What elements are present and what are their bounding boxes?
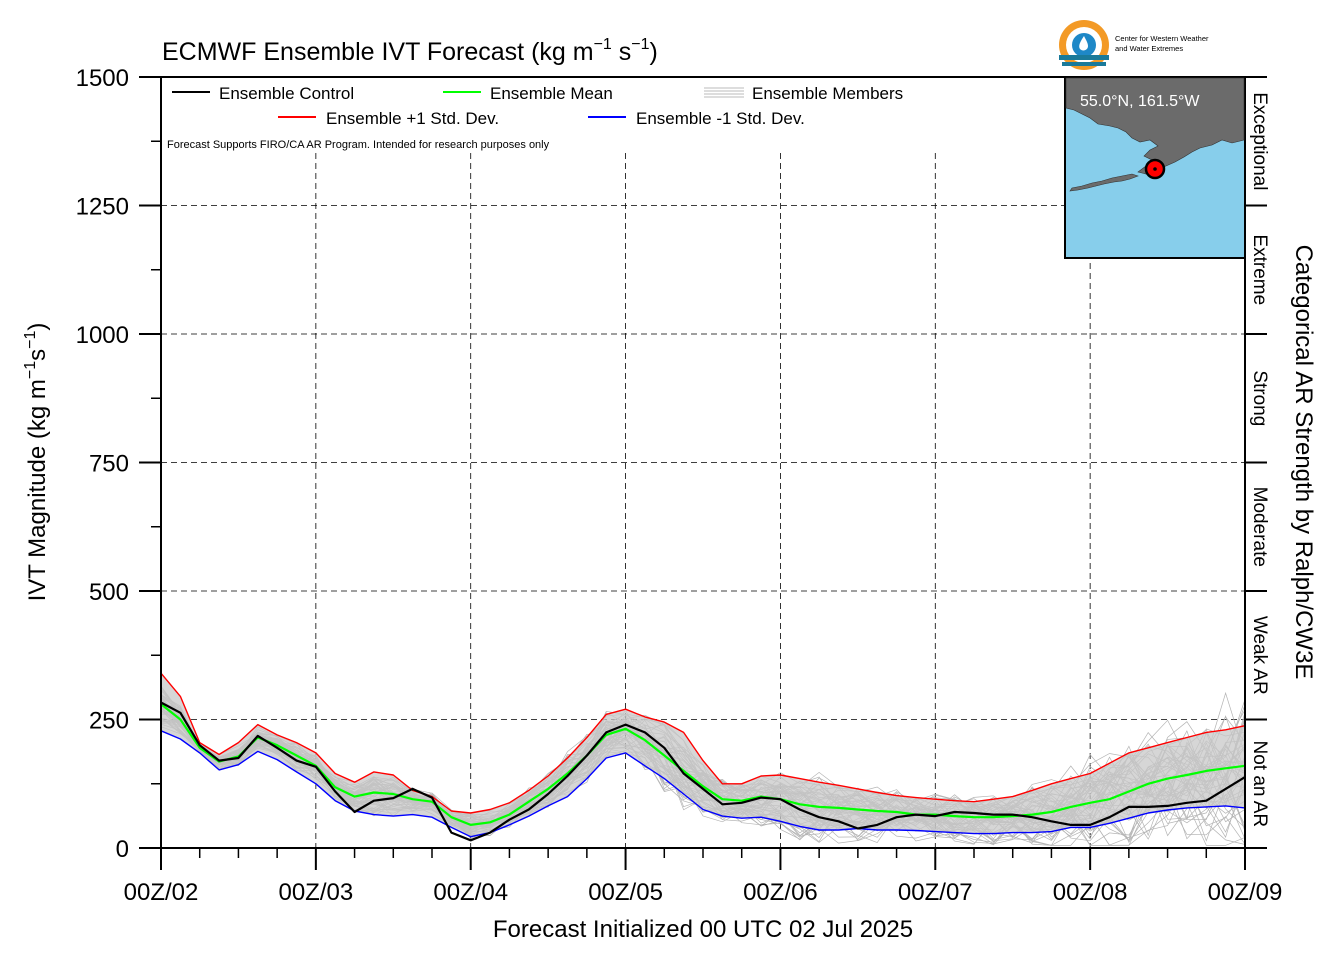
logo-line2: and Water Extremes xyxy=(1115,44,1183,53)
control-line xyxy=(160,701,1246,842)
y-tick-label: 250 xyxy=(89,708,129,735)
ylabel-end: ) xyxy=(24,323,51,331)
ylabel-mid: s xyxy=(24,349,51,361)
category-label: Moderate xyxy=(1249,487,1270,567)
logo-wave-icon xyxy=(1059,55,1109,60)
y-tick-label: 1250 xyxy=(76,194,129,221)
x-tick-label: 00Z/03 xyxy=(278,879,353,906)
inset-map: 55.0°N, 161.5°W xyxy=(1064,76,1246,259)
inset-aleutians xyxy=(1069,173,1139,192)
y-axis-label: IVT Magnitude (kg m−1s−1) xyxy=(22,323,51,602)
title-mid: s xyxy=(612,38,631,66)
mean-line xyxy=(160,703,1246,826)
y-tick-label: 1000 xyxy=(76,322,129,349)
title-sup1: −1 xyxy=(594,36,612,53)
category-label: Exceptional xyxy=(1249,92,1270,190)
legend-label-mean: Ensemble Mean xyxy=(490,84,613,103)
x-tick-label: 00Z/02 xyxy=(124,879,199,906)
ylabel-main: IVT Magnitude (kg m xyxy=(24,379,51,601)
logo-line1: Center for Western Weather xyxy=(1115,34,1209,43)
category-label: Weak AR xyxy=(1249,616,1270,695)
x-tick-label: 00Z/08 xyxy=(1053,879,1128,906)
y-tick-label: 1500 xyxy=(76,65,129,92)
y-tick-label: 500 xyxy=(89,579,129,606)
title-main: ECMWF Ensemble IVT Forecast (kg m xyxy=(162,38,594,66)
right-axis-label: Categorical AR Strength by Ralph/CW3E xyxy=(1290,245,1317,680)
title-sup2: −1 xyxy=(631,36,649,53)
ylabel-sup2: −1 xyxy=(22,330,39,348)
plus-sd-line xyxy=(160,672,1246,814)
inset-location-label: 55.0°N, 161.5°W xyxy=(1080,93,1200,110)
legend-swatch-members xyxy=(704,87,744,98)
research-note: Forecast Supports FIRO/CA AR Program. In… xyxy=(167,139,550,151)
minus-sd-line xyxy=(160,730,1246,838)
category-label: Extreme xyxy=(1249,234,1270,305)
x-tick-label: 00Z/06 xyxy=(743,879,818,906)
title-end: ) xyxy=(650,38,658,66)
chart-title: ECMWF Ensemble IVT Forecast (kg m−1 s−1) xyxy=(162,36,658,66)
legend-label-plus-sd: Ensemble +1 Std. Dev. xyxy=(326,109,499,128)
axes: 0 250 500 750 1000 1250 1500 00Z/02 00Z/03 00Z/04… xyxy=(76,65,1283,906)
legend: Ensemble Control Ensemble Mean Ensemble … xyxy=(167,84,903,151)
y-tick-label: 750 xyxy=(89,451,129,478)
legend-label-control: Ensemble Control xyxy=(219,84,354,103)
cw3e-logo: Center for Western Weather and Water Ext… xyxy=(1059,20,1209,70)
x-tick-label: 00Z/05 xyxy=(588,879,663,906)
x-tick-label: 00Z/07 xyxy=(898,879,973,906)
x-tick-label: 00Z/09 xyxy=(1208,879,1283,906)
std-dev-band xyxy=(161,673,1245,837)
ylabel-sup1: −1 xyxy=(22,361,39,379)
x-axis-label: Forecast Initialized 00 UTC 02 Jul 2025 xyxy=(493,916,913,943)
legend-label-minus-sd: Ensemble -1 Std. Dev. xyxy=(636,109,805,128)
y-tick-label: 0 xyxy=(116,836,129,863)
legend-label-members: Ensemble Members xyxy=(752,84,903,103)
x-tick-label: 00Z/04 xyxy=(433,879,508,906)
category-label: Strong xyxy=(1249,370,1270,426)
series-lines xyxy=(160,672,1246,842)
category-label: Not an AR xyxy=(1249,740,1270,827)
